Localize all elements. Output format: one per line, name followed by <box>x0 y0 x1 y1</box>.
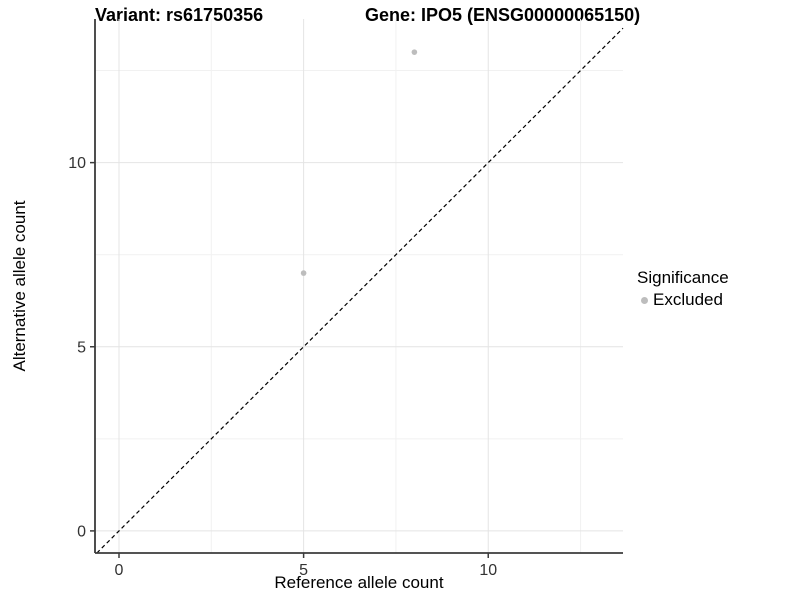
legend: Significance Excluded <box>637 268 729 310</box>
legend-point-icon <box>641 296 648 304</box>
legend-title: Significance <box>637 268 729 287</box>
y-tick-label: 0 <box>77 523 86 540</box>
x-tick-label: 5 <box>299 562 308 579</box>
y-tick-label: 10 <box>68 155 86 172</box>
plot-title-variant: Variant: rs61750356 <box>95 5 264 25</box>
x-tick-label: 10 <box>479 562 497 579</box>
plot-title-gene: Gene: IPO5 (ENSG00000065150) <box>365 5 641 25</box>
x-tick-label: 0 <box>115 562 124 579</box>
data-point <box>411 49 418 55</box>
x-axis-title: Reference allele count <box>274 573 444 592</box>
y-tick-label: 5 <box>77 339 86 356</box>
legend-item-excluded: Excluded <box>637 290 729 310</box>
data-point <box>300 270 307 276</box>
identity-reference-line <box>96 27 624 554</box>
legend-item-label: Excluded <box>653 290 723 309</box>
y-axis-title: Alternative allele count <box>10 200 29 372</box>
